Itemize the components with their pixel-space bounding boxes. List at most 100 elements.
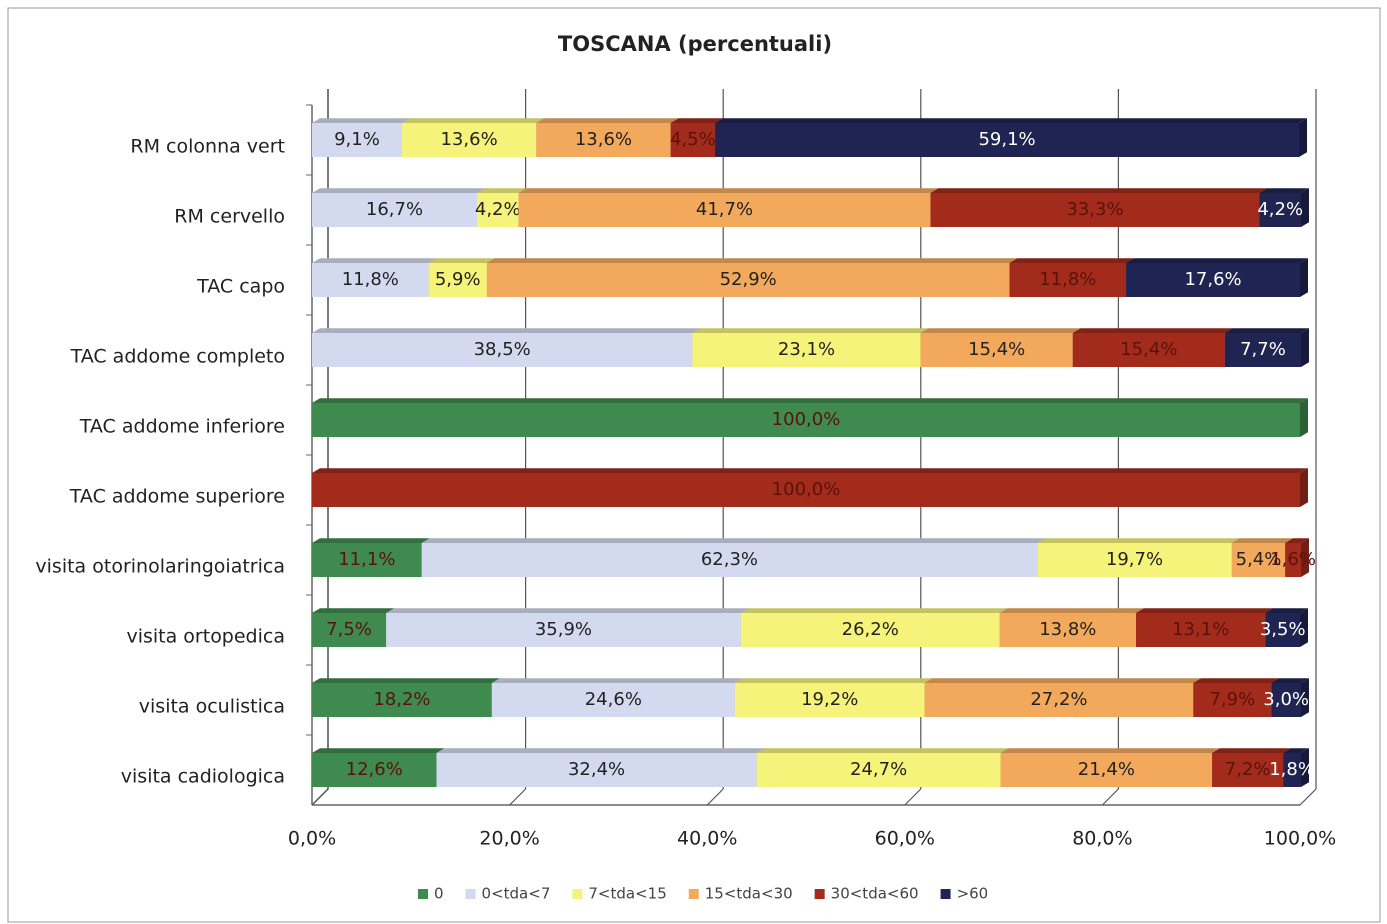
category-label: TAC addome completo: [70, 346, 285, 368]
bar-side: [1300, 538, 1309, 577]
legend-label: 15<tda<30: [705, 885, 793, 903]
bar-segment: [1283, 753, 1301, 787]
bar-segment: [536, 123, 671, 157]
legend-swatch: [465, 889, 476, 899]
bar-top: [1259, 188, 1309, 193]
bar-segment: [670, 123, 716, 157]
bar-top: [920, 328, 1081, 333]
x-tick: [1101, 788, 1119, 806]
bar-top: [1212, 748, 1292, 753]
value-label: 13,6%: [575, 129, 632, 150]
bar-top: [428, 258, 495, 263]
value-label: 27,2%: [1030, 689, 1087, 710]
bar-top: [1283, 748, 1309, 753]
bar-segment: [1259, 193, 1301, 227]
bar-segment: [486, 263, 1010, 297]
bar-top: [518, 188, 939, 193]
bar-side: [1300, 468, 1308, 507]
value-label: 7,7%: [1240, 339, 1286, 360]
value-label: 13,6%: [440, 129, 497, 150]
bar-segment: [1265, 613, 1300, 647]
value-label: 33,3%: [1066, 199, 1123, 220]
value-label: 1,8%: [1269, 759, 1315, 780]
bar-top: [1072, 328, 1233, 333]
x-tick-label: 0,0%: [288, 828, 336, 850]
bar-segment: [1212, 753, 1284, 787]
bar-segment: [518, 193, 931, 227]
legend-label: >60: [957, 885, 989, 903]
bar-top: [734, 678, 933, 683]
bar-segment: [740, 613, 1000, 647]
bar-top: [930, 188, 1268, 193]
value-label: 100,0%: [772, 479, 841, 500]
bar-segment: [312, 473, 1300, 507]
x-tick: [904, 788, 922, 806]
legend-label: 0<tda<7: [482, 885, 551, 903]
bar-segment: [999, 613, 1136, 647]
bar-top: [312, 678, 500, 683]
bar-side: [1300, 398, 1308, 437]
value-label: 11,1%: [338, 549, 395, 570]
value-label: 19,2%: [801, 689, 858, 710]
x-tick: [1299, 788, 1317, 806]
bar-top: [924, 678, 1202, 683]
value-label: 18,2%: [373, 689, 430, 710]
bar-top: [491, 678, 743, 683]
bar-segment: [401, 123, 537, 157]
bar-segment: [386, 613, 741, 647]
value-label: 32,4%: [568, 759, 625, 780]
bar-top: [1265, 608, 1308, 613]
bar-segment: [692, 333, 921, 367]
bar-segment: [756, 753, 1001, 787]
value-label: 52,9%: [720, 269, 777, 290]
x-tick-label: 80,0%: [1072, 828, 1132, 850]
category-label: visita ortopedica: [126, 626, 285, 648]
value-label: 7,2%: [1225, 759, 1271, 780]
value-label: 1,6%: [1270, 549, 1316, 570]
bar-segment: [436, 753, 757, 787]
bar-top: [1224, 328, 1309, 333]
value-label: 100,0%: [772, 409, 841, 430]
x-tick: [509, 788, 527, 806]
bar-top: [740, 608, 1008, 613]
bar-segment: [1271, 683, 1301, 717]
bar-segment: [312, 263, 429, 297]
category-label: visita cadiologica: [121, 766, 285, 788]
value-label: 21,4%: [1078, 759, 1135, 780]
value-label: 62,3%: [701, 549, 758, 570]
value-label: 38,5%: [474, 339, 531, 360]
bar-top: [536, 118, 679, 123]
bar-segment: [734, 683, 925, 717]
legend-swatch: [814, 889, 825, 899]
bar-segment: [924, 683, 1194, 717]
legend-swatch: [688, 889, 699, 899]
bar-segment: [1000, 753, 1213, 787]
value-label: 11,8%: [342, 269, 399, 290]
bar-segment: [1231, 543, 1286, 577]
bar-top: [421, 538, 1046, 543]
bar-segment: [476, 193, 519, 227]
bar-top: [312, 398, 1308, 403]
bar-side: [1300, 678, 1309, 717]
bar-top: [312, 328, 701, 333]
bar-top: [312, 188, 485, 193]
value-label: 4,2%: [1257, 199, 1303, 220]
value-label: 41,7%: [696, 199, 753, 220]
value-label: 7,9%: [1209, 689, 1255, 710]
bar-top: [312, 608, 395, 613]
bar-side: [1300, 608, 1308, 647]
value-label: 3,5%: [1260, 619, 1306, 640]
legend-label: 7<tda<15: [588, 885, 666, 903]
value-label: 59,1%: [978, 129, 1035, 150]
bar-top: [1193, 678, 1280, 683]
value-label: 5,9%: [435, 269, 481, 290]
bar-side: [1300, 328, 1309, 367]
x-tick-label: 60,0%: [875, 828, 935, 850]
bar-segment: [1193, 683, 1272, 717]
value-label: 23,1%: [778, 339, 835, 360]
value-label: 11,8%: [1039, 269, 1096, 290]
bar-side: [1300, 258, 1308, 297]
value-label: 35,9%: [535, 619, 592, 640]
legend-label: 30<tda<60: [831, 885, 919, 903]
